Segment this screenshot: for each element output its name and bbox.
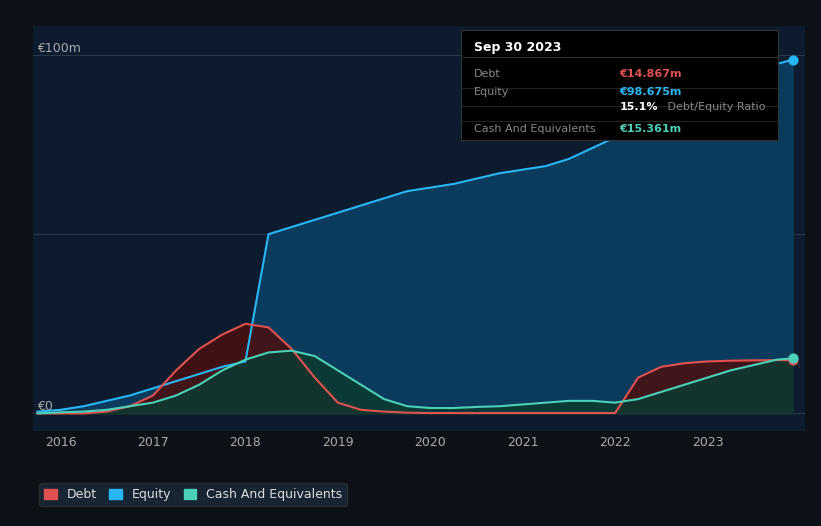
- Text: Equity: Equity: [474, 87, 509, 97]
- Text: €100m: €100m: [38, 42, 81, 55]
- Text: Cash And Equivalents: Cash And Equivalents: [474, 124, 595, 134]
- Point: [786, 356, 799, 365]
- Text: Sep 30 2023: Sep 30 2023: [474, 41, 562, 54]
- Point: [786, 354, 799, 362]
- Point: [786, 56, 799, 64]
- Text: 15.1%: 15.1%: [619, 102, 658, 112]
- Legend: Debt, Equity, Cash And Equivalents: Debt, Equity, Cash And Equivalents: [39, 483, 347, 506]
- Text: €14.867m: €14.867m: [619, 69, 682, 79]
- Text: Debt/Equity Ratio: Debt/Equity Ratio: [663, 102, 765, 112]
- Text: €15.361m: €15.361m: [619, 124, 681, 134]
- Text: €98.675m: €98.675m: [619, 87, 681, 97]
- Text: Debt: Debt: [474, 69, 501, 79]
- Text: €0: €0: [38, 400, 53, 413]
